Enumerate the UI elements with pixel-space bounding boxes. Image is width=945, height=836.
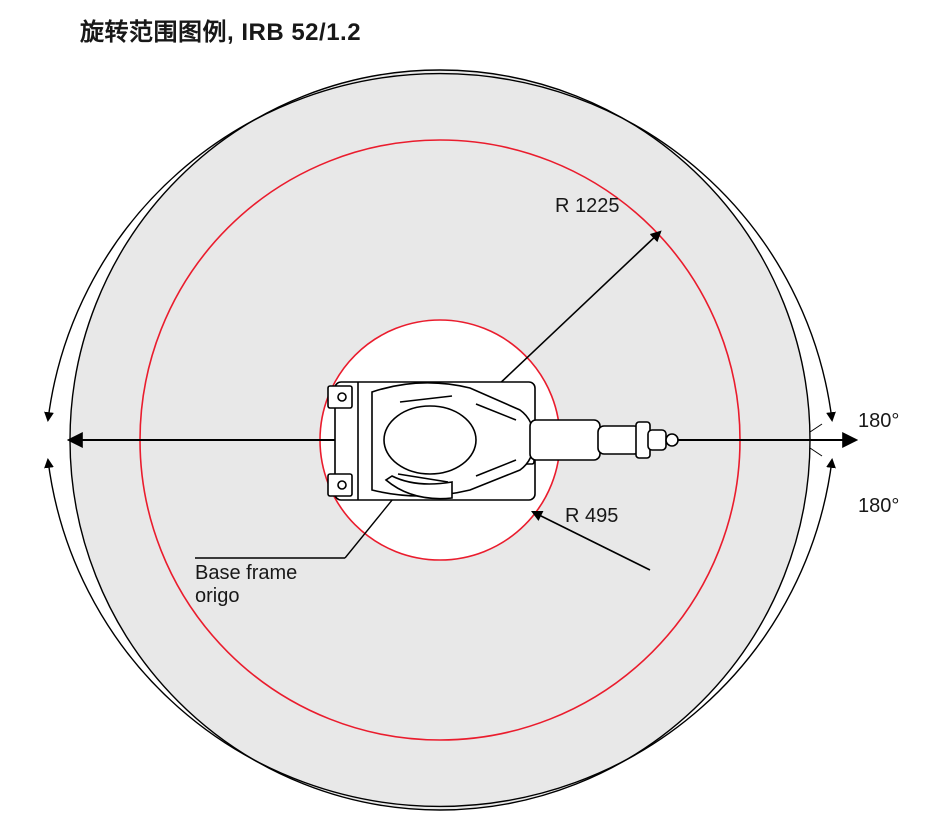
origo-label: Base frame origo [195,562,297,608]
range-diagram [0,0,945,836]
page: 旋转范围图例, IRB 52/1.2 [0,0,945,836]
angle-bottom-label: 180° [858,495,899,518]
r-inner-label: R 495 [565,505,618,528]
r-outer-label: R 1225 [555,195,620,218]
angle-top-label: 180° [858,410,899,433]
